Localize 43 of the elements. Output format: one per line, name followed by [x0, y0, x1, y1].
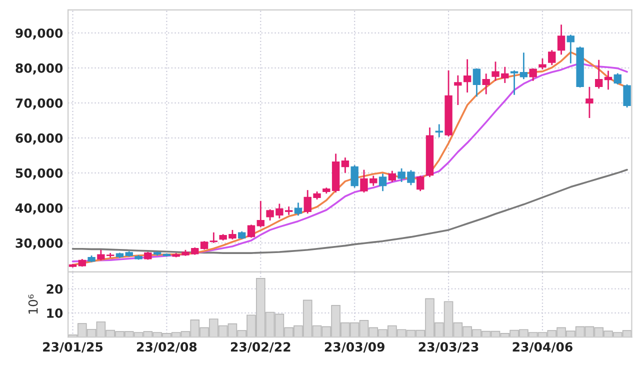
candlestick [529, 68, 537, 81]
candlestick [341, 158, 350, 173]
line-series [72, 168, 628, 254]
y-axis-title: 10⁶ [28, 294, 38, 314]
candlestick [210, 232, 218, 243]
y-tick-label: 10 [47, 308, 63, 318]
y-tick-label: 20 [46, 284, 63, 294]
x-tick-label: 23/03/23 [418, 342, 478, 353]
candlestick [548, 50, 556, 66]
candlestick [538, 58, 546, 70]
candlestick [435, 124, 443, 138]
candlestick [463, 59, 472, 92]
x-tick-label: 23/02/08 [137, 342, 197, 353]
candlestick [256, 200, 264, 228]
x-tick-label: 23/03/09 [324, 342, 384, 353]
candlestick [350, 165, 358, 188]
candlestick [510, 70, 518, 95]
y-tick-label: 50,000 [16, 168, 63, 180]
candlestick [247, 224, 256, 238]
candlestick [566, 34, 575, 64]
candlestick [388, 170, 396, 182]
candlestick [623, 84, 631, 108]
x-tick-label: 23/01/25 [43, 342, 103, 353]
candlestick [454, 75, 462, 106]
y-tick-label: 40,000 [16, 203, 63, 214]
y-tick-label: 80,000 [16, 63, 63, 74]
candlestick [520, 52, 528, 80]
y-tick-label: 90,000 [16, 28, 63, 40]
y-tick-label: 30,000 [16, 238, 63, 250]
candlestick [595, 60, 603, 89]
candlestick [294, 202, 302, 216]
candlestick [378, 174, 387, 192]
candlestick [482, 74, 490, 94]
y-tick-label: 60,000 [16, 133, 63, 144]
candlestick [586, 86, 594, 118]
candlestick [614, 73, 622, 84]
y-tick-label: 70,000 [16, 98, 63, 110]
candlestick [472, 68, 481, 97]
x-tick-label: 23/04/06 [512, 342, 572, 353]
x-tick-label: 23/02/22 [230, 342, 290, 353]
candlestick [557, 24, 566, 55]
candlestick [416, 176, 424, 192]
candlestick [604, 70, 612, 90]
